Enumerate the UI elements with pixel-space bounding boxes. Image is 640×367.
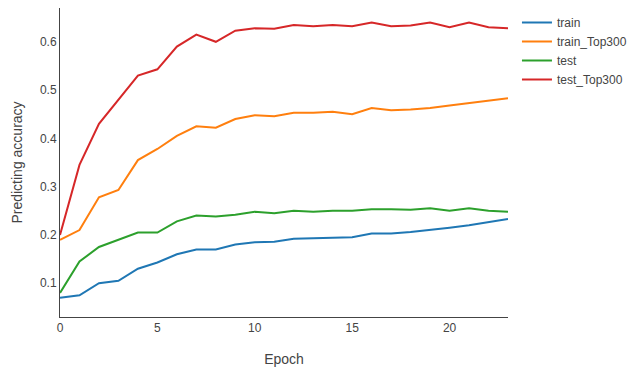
- svg-text:0.5: 0.5: [40, 83, 57, 97]
- svg-text:10: 10: [248, 321, 262, 335]
- svg-text:0: 0: [57, 321, 64, 335]
- svg-text:0.4: 0.4: [40, 132, 57, 146]
- svg-text:train_Top300: train_Top300: [557, 35, 627, 49]
- svg-text:0.3: 0.3: [40, 180, 57, 194]
- svg-text:0.2: 0.2: [40, 228, 57, 242]
- svg-text:Predicting accuracy: Predicting accuracy: [9, 101, 25, 223]
- svg-text:5: 5: [154, 321, 161, 335]
- svg-text:Epoch: Epoch: [264, 351, 304, 367]
- svg-text:test: test: [557, 54, 577, 68]
- svg-text:15: 15: [345, 321, 359, 335]
- svg-text:0.1: 0.1: [40, 276, 57, 290]
- svg-text:20: 20: [443, 321, 457, 335]
- svg-text:test_Top300: test_Top300: [557, 73, 623, 87]
- svg-text:0.6: 0.6: [40, 35, 57, 49]
- svg-text:train: train: [557, 16, 580, 30]
